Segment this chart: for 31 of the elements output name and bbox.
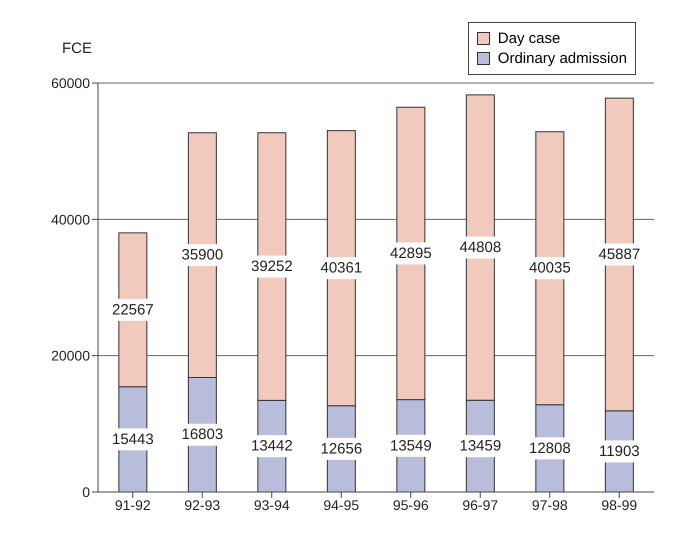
data-label: 12808 — [528, 440, 571, 457]
data-label: 12656 — [320, 440, 362, 458]
data-label: 35900 — [181, 246, 224, 264]
y-tick-label: 40000 — [51, 211, 90, 228]
data-label: 15443 — [112, 430, 154, 448]
data-label: 11903 — [599, 442, 640, 460]
data-label: 44808 — [459, 239, 502, 256]
data-label: 22567 — [112, 301, 154, 318]
data-label: 13459 — [459, 438, 502, 455]
legend-label: Day case — [498, 30, 560, 47]
x-tick-label: 94-95 — [323, 496, 360, 513]
data-label: 13442 — [250, 438, 293, 455]
y-tick-label: 0 — [82, 484, 90, 500]
data-label: 13549 — [390, 437, 432, 454]
data-label: 16803 — [181, 426, 224, 444]
x-tick-label: 96-97 — [462, 496, 498, 513]
y-tick-label: 20000 — [51, 348, 90, 364]
legend-label: Ordinary admission — [498, 50, 627, 67]
x-tick-label: 97-98 — [532, 496, 568, 513]
data-label: 45887 — [598, 246, 640, 263]
y-axis-title: FCE — [62, 40, 92, 57]
x-tick-label: 93-94 — [254, 496, 290, 513]
x-tick-label: 91-92 — [114, 496, 151, 513]
y-tick-label: 60000 — [51, 74, 90, 91]
data-label: 40035 — [528, 260, 571, 277]
x-tick-label: 98-99 — [601, 496, 638, 513]
data-label: 42895 — [390, 244, 432, 262]
data-label: 39252 — [250, 258, 293, 276]
data-label: 40361 — [320, 260, 362, 277]
x-tick-label: 95-96 — [392, 496, 429, 513]
x-tick-label: 92-93 — [184, 496, 220, 513]
